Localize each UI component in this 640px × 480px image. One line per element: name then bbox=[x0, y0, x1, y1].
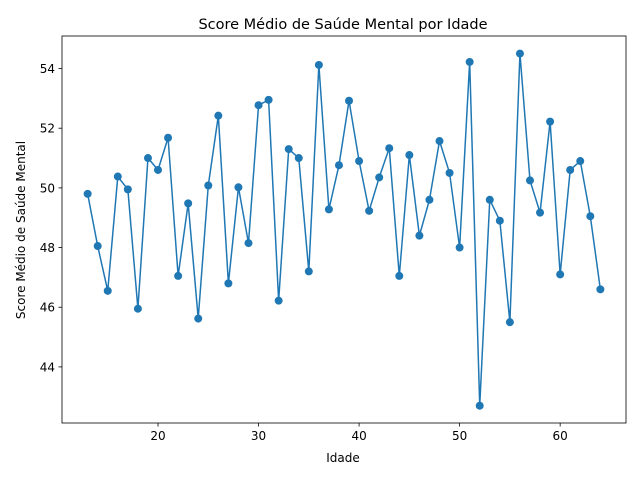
data-point bbox=[204, 181, 213, 190]
data-point bbox=[123, 185, 132, 194]
x-tick-label: 20 bbox=[150, 429, 165, 443]
data-point bbox=[485, 195, 494, 204]
data-point bbox=[525, 176, 534, 185]
data-point bbox=[345, 96, 354, 105]
data-point bbox=[375, 173, 384, 182]
data-point bbox=[365, 206, 374, 215]
data-point bbox=[465, 57, 474, 66]
y-tick-label: 50 bbox=[40, 181, 55, 195]
x-tick-label: 60 bbox=[553, 429, 568, 443]
data-point bbox=[244, 239, 253, 248]
data-point bbox=[284, 145, 293, 154]
data-point bbox=[405, 151, 414, 160]
data-point bbox=[385, 144, 394, 153]
data-point bbox=[324, 205, 333, 214]
data-point bbox=[475, 401, 484, 410]
data-point bbox=[415, 231, 424, 240]
data-point bbox=[174, 271, 183, 280]
data-point bbox=[113, 172, 122, 181]
data-point bbox=[304, 267, 313, 276]
x-tick-label: 50 bbox=[452, 429, 467, 443]
y-tick-label: 52 bbox=[40, 122, 55, 136]
data-point bbox=[234, 183, 243, 192]
data-point bbox=[254, 101, 263, 110]
data-point bbox=[515, 49, 524, 58]
data-point bbox=[355, 157, 364, 166]
data-point bbox=[536, 208, 545, 217]
plot-frame bbox=[61, 35, 627, 424]
data-point bbox=[184, 199, 193, 208]
y-axis-label: Score Médio de Saúde Mental bbox=[14, 141, 28, 319]
data-point bbox=[455, 243, 464, 252]
data-point bbox=[576, 157, 585, 166]
data-point bbox=[294, 154, 303, 163]
data-point bbox=[566, 165, 575, 174]
y-tick-label: 44 bbox=[40, 360, 55, 374]
data-point bbox=[334, 161, 343, 170]
data-point bbox=[224, 279, 233, 288]
data-point bbox=[103, 286, 112, 295]
data-point bbox=[264, 95, 273, 104]
data-point bbox=[83, 189, 92, 198]
data-point bbox=[214, 111, 223, 120]
data-point bbox=[395, 271, 404, 280]
data-point bbox=[143, 154, 152, 163]
data-point bbox=[154, 165, 163, 174]
data-point bbox=[556, 270, 565, 279]
y-tick-label: 54 bbox=[40, 62, 55, 76]
data-point bbox=[164, 133, 173, 142]
data-point bbox=[314, 60, 323, 69]
chart-title: Score Médio de Saúde Mental por Idade bbox=[198, 17, 487, 33]
x-tick-label: 30 bbox=[251, 429, 266, 443]
data-point bbox=[495, 216, 504, 225]
data-point bbox=[274, 296, 283, 305]
data-point bbox=[93, 242, 102, 251]
plot-area bbox=[83, 49, 605, 410]
x-axis-label: Idade bbox=[326, 451, 360, 465]
data-point bbox=[435, 137, 444, 146]
y-tick-label: 46 bbox=[40, 301, 55, 315]
data-point bbox=[445, 168, 454, 177]
data-point bbox=[546, 117, 555, 126]
y-tick-label: 48 bbox=[40, 241, 55, 255]
data-point bbox=[425, 195, 434, 204]
data-point bbox=[194, 314, 203, 323]
series-line bbox=[86, 52, 602, 407]
axes: 20 30 40 50 60 44 46 48 50 52 54 bbox=[40, 35, 627, 443]
data-point bbox=[133, 304, 142, 313]
data-point bbox=[586, 212, 595, 221]
data-point bbox=[596, 285, 605, 294]
data-point bbox=[505, 318, 514, 327]
x-tick-label: 40 bbox=[351, 429, 366, 443]
